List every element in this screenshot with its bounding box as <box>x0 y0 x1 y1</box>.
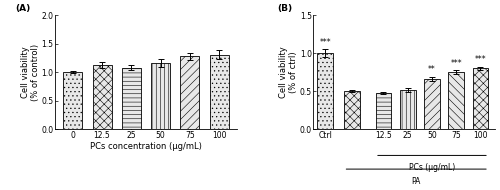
Bar <box>151 63 170 129</box>
Text: ***: *** <box>450 59 462 68</box>
Bar <box>424 79 440 129</box>
Text: ***: *** <box>320 38 331 47</box>
Bar <box>472 68 488 129</box>
Bar <box>180 56 200 129</box>
Bar <box>122 68 141 129</box>
Bar <box>448 72 464 129</box>
Text: PA: PA <box>412 177 421 186</box>
Bar <box>64 72 82 129</box>
Text: (B): (B) <box>277 4 292 13</box>
Bar <box>318 53 333 129</box>
Text: (A): (A) <box>15 4 30 13</box>
Bar <box>344 91 360 129</box>
Bar <box>400 90 415 129</box>
Text: ***: *** <box>474 55 486 64</box>
X-axis label: PCs concentration (μg/mL): PCs concentration (μg/mL) <box>90 142 202 151</box>
Y-axis label: Cell viability
(% of ctrl): Cell viability (% of ctrl) <box>279 46 298 98</box>
Y-axis label: Cell viability
(% of control): Cell viability (% of control) <box>20 44 40 101</box>
Bar <box>210 55 229 129</box>
Text: PCs (μg/mL): PCs (μg/mL) <box>409 163 455 172</box>
Bar <box>92 65 112 129</box>
Bar <box>376 93 392 129</box>
Text: **: ** <box>428 66 436 74</box>
